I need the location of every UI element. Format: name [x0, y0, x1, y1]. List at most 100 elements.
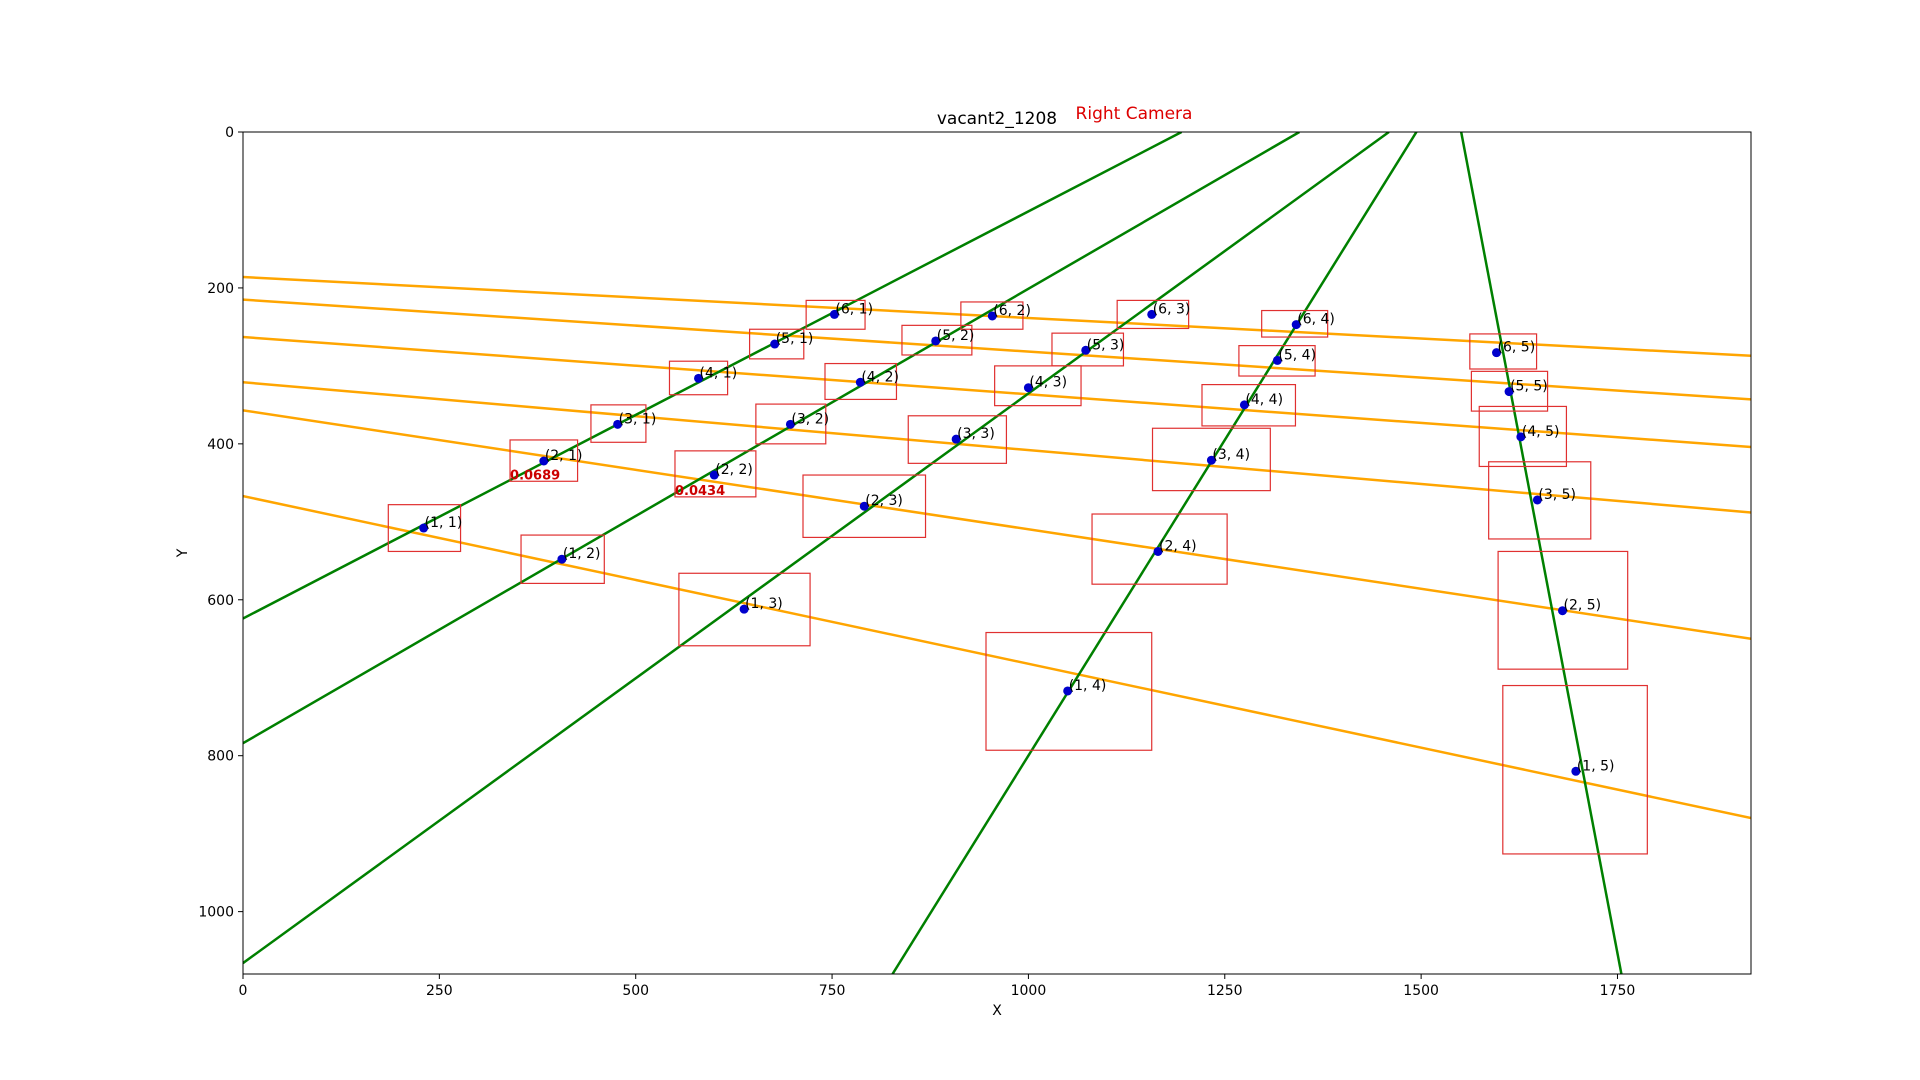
detection-box — [907, 415, 1008, 464]
data-point — [557, 554, 567, 564]
point-label: (5, 3) — [1087, 337, 1125, 353]
detection-box — [994, 365, 1082, 407]
point-label: (3, 4) — [1212, 447, 1250, 463]
plot-area: (1, 1) (1, 2) (1, 3) (1, 4) (1, 5) (2, 1) (2, … — [242, 131, 1752, 975]
plot-frame — [242, 131, 1752, 975]
point-label: (1, 2) — [563, 546, 601, 562]
point-label: (1, 5) — [1577, 758, 1615, 774]
row-fit-line — [243, 275, 1751, 358]
x-tick-label: 0 — [239, 983, 248, 999]
detection-box — [1238, 345, 1316, 377]
detection-box — [674, 450, 757, 498]
point-label: (3, 3) — [957, 426, 995, 442]
point-label: (4, 1) — [700, 365, 738, 381]
row-fit-line — [243, 494, 1751, 820]
y-tick-label: 600 — [207, 593, 234, 609]
data-point — [770, 339, 780, 349]
row-fit-line — [243, 381, 1751, 514]
score-label: 0.0434 — [675, 484, 725, 499]
data-point — [1571, 766, 1581, 776]
plot-background — [243, 132, 1751, 974]
data-point — [1206, 455, 1216, 465]
detection-box — [1502, 684, 1648, 855]
y-tick-label: 400 — [207, 437, 234, 453]
point-label: (2, 4) — [1159, 538, 1197, 554]
data-point — [1063, 686, 1073, 696]
point-label: (4, 3) — [1029, 375, 1067, 391]
data-point — [1081, 345, 1091, 355]
x-axis-label: X — [992, 1003, 1002, 1019]
point-label: (1, 3) — [745, 596, 783, 612]
point-label: (6, 3) — [1153, 301, 1191, 317]
detection-box — [1051, 332, 1125, 367]
data-point — [785, 419, 795, 429]
data-point — [1504, 387, 1514, 397]
point-label: (6, 2) — [993, 303, 1031, 319]
point-label: (3, 5) — [1538, 487, 1576, 503]
score-label: 0.0689 — [510, 468, 560, 483]
column-fit-line — [1459, 132, 1623, 974]
x-tick-label: 1250 — [1207, 983, 1243, 999]
chart-subtitle: Right Camera — [1076, 104, 1193, 124]
point-label: (5, 4) — [1278, 347, 1316, 363]
detection-box — [1469, 333, 1538, 370]
data-point — [951, 434, 961, 444]
x-tick-label: 1000 — [1011, 983, 1047, 999]
data-point — [709, 470, 719, 480]
y-axis-label: Y — [175, 548, 191, 558]
point-label: (2, 3) — [865, 493, 903, 509]
data-point — [1272, 355, 1282, 365]
detection-box — [901, 324, 973, 356]
detection-box — [1201, 384, 1297, 427]
data-point — [855, 377, 865, 387]
point-label: (5, 1) — [776, 331, 814, 347]
detection-box — [1261, 309, 1329, 338]
detection-box — [590, 404, 647, 443]
detection-box — [1488, 461, 1592, 540]
point-label: (4, 5) — [1522, 424, 1560, 440]
point-label: (2, 2) — [715, 462, 753, 478]
data-point — [1492, 348, 1502, 358]
points-layer — [419, 309, 1581, 776]
point-label: (2, 5) — [1564, 598, 1602, 614]
data-point — [1532, 495, 1542, 505]
boxes-layer — [387, 299, 1648, 855]
data-point — [931, 336, 941, 346]
data-point — [539, 456, 549, 466]
data-point — [859, 501, 869, 511]
detection-box — [668, 360, 729, 396]
detection-box — [1091, 513, 1228, 585]
point-label: (1, 4) — [1069, 678, 1107, 694]
x-tick-label: 500 — [622, 983, 649, 999]
y-tick-label: 1000 — [198, 905, 234, 921]
column-fit-line — [243, 132, 1183, 620]
data-point — [739, 604, 749, 614]
detection-box — [678, 572, 811, 647]
detection-box — [509, 439, 579, 482]
data-point — [1291, 320, 1301, 330]
point-label: (4, 2) — [861, 369, 899, 385]
point-label: (6, 5) — [1498, 340, 1536, 356]
data-point — [1558, 606, 1567, 616]
point-label: (2, 1) — [545, 448, 583, 464]
data-point — [419, 523, 429, 533]
x-tick-label: 1750 — [1600, 983, 1636, 999]
data-point — [987, 311, 997, 321]
point-label: (6, 1) — [835, 301, 873, 317]
column-fit-line — [243, 132, 1390, 965]
row-fit-line — [243, 409, 1751, 640]
point-label: (5, 2) — [937, 328, 975, 344]
detection-box — [1470, 370, 1549, 412]
point-label: (6, 4) — [1297, 312, 1335, 328]
detection-box — [520, 534, 605, 585]
y-axis: 0 200 400 600 800 1000 — [198, 125, 243, 921]
row-fit-line — [243, 298, 1751, 401]
row-fit-line — [243, 335, 1751, 449]
detection-box — [387, 504, 462, 553]
column-fit-line — [243, 132, 1301, 745]
detection-box — [960, 301, 1024, 330]
data-point — [1153, 546, 1163, 556]
data-point — [694, 373, 704, 383]
x-axis: 0 250 500 750 1000 1250 1500 1750 — [239, 974, 1636, 999]
point-label: (1, 1) — [425, 515, 463, 531]
